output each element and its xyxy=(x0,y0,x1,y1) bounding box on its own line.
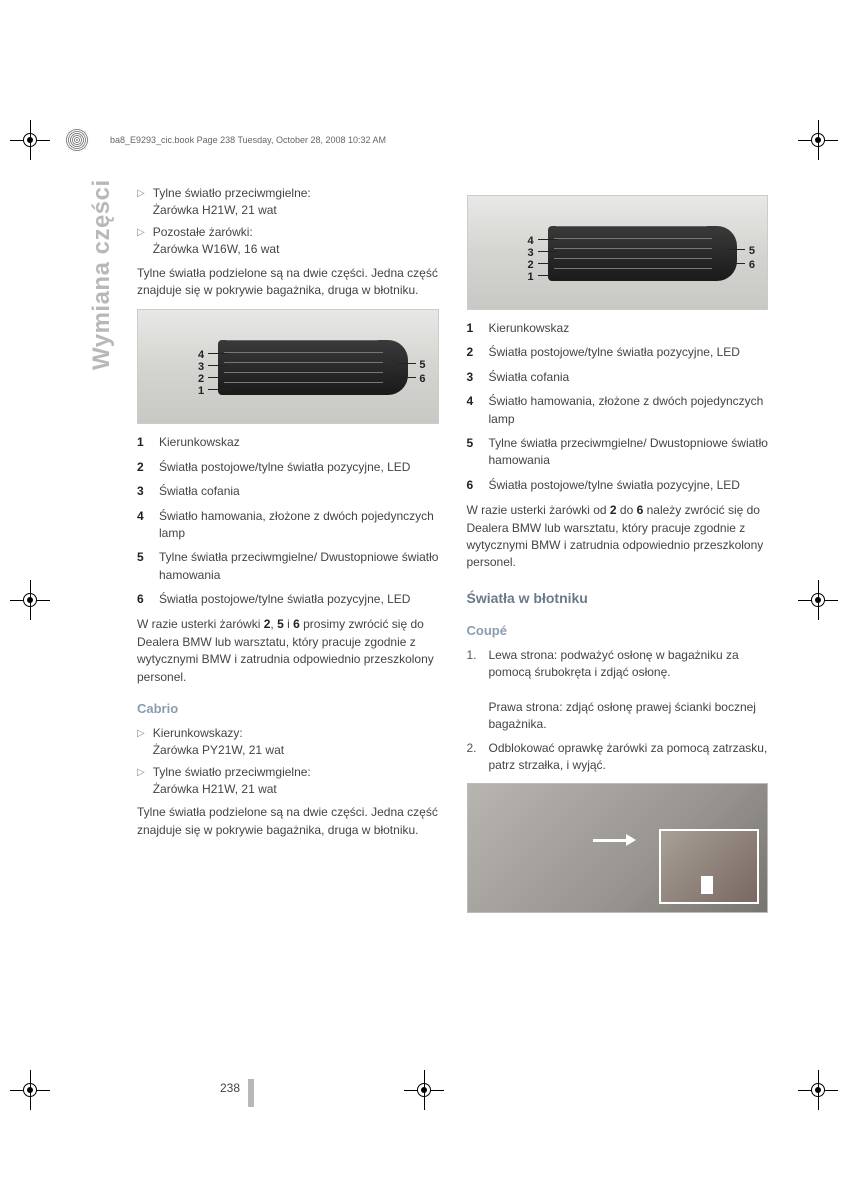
subheading-coupe: Coupé xyxy=(467,622,769,641)
step-item: 1. Lewa strona: podważyć osłonę w bagażn… xyxy=(467,647,769,734)
fig-label: 1 xyxy=(528,270,534,286)
bullet-sub: Żarówka PY21W, 21 wat xyxy=(153,743,284,757)
print-header: ba8_E9293_cic.book Page 238 Tuesday, Oct… xyxy=(110,135,386,145)
bullet-item: ▷ Tylne światło przeciwmgielne: Żarówka H… xyxy=(137,764,439,799)
crop-mark xyxy=(10,120,50,160)
print-swirl xyxy=(65,128,89,152)
left-column: ▷ Tylne światło przeciwmgielne: Żarówka H… xyxy=(137,185,439,921)
crop-mark xyxy=(798,120,838,160)
crop-mark xyxy=(10,580,50,620)
crop-mark xyxy=(798,1070,838,1110)
list-item: Kierunkowskaz xyxy=(489,320,769,337)
crop-mark xyxy=(404,1070,444,1110)
bullet-title: Tylne światło przeciwmgielne: xyxy=(153,186,311,200)
numbered-list: 1Kierunkowskaz 2Światła postojowe/tylne … xyxy=(467,320,769,494)
list-item: Tylne światła przeciwmgielne/ Dwustopnio… xyxy=(159,549,439,584)
paragraph: Tylne światła podzielone są na dwie częś… xyxy=(137,265,439,300)
figure-taillight-1: 4 3 2 1 5 6 xyxy=(137,309,439,424)
bullet-title: Tylne światło przeciwmgielne: xyxy=(153,765,311,779)
fig-label: 6 xyxy=(419,372,425,388)
paragraph: W razie usterki żarówki 2, 5 i 6 prosimy… xyxy=(137,616,439,686)
bullet-title: Pozostałe żarówki: xyxy=(153,225,253,239)
step-main: Lewa strona: podważyć osłonę w bagażniku… xyxy=(489,648,739,679)
list-item: Światła postojowe/tylne światła pozycyjn… xyxy=(159,459,439,476)
bullet-item: ▷ Tylne światło przeciwmgielne: Żarówka H… xyxy=(137,185,439,220)
step-sub: Prawa strona: zdjąć osłonę prawej ściank… xyxy=(489,700,756,731)
bullet-title: Kierunkowskazy: xyxy=(153,726,243,740)
arrow-icon xyxy=(593,839,628,842)
fig-label: 1 xyxy=(198,384,204,400)
list-item: Kierunkowskaz xyxy=(159,434,439,451)
triangle-icon: ▷ xyxy=(137,764,145,799)
list-item: Światła cofania xyxy=(159,483,439,500)
bullet-item: ▷ Pozostałe żarówki: Żarówka W16W, 16 wat xyxy=(137,224,439,259)
list-item: Światła cofania xyxy=(489,369,769,386)
page-body: ▷ Tylne światło przeciwmgielne: Żarówka H… xyxy=(85,185,768,921)
subheading-fender-lights: Światła w błotniku xyxy=(467,588,769,608)
triangle-icon: ▷ xyxy=(137,185,145,220)
page-number: 238 xyxy=(220,1081,240,1095)
crop-mark xyxy=(10,1070,50,1110)
triangle-icon: ▷ xyxy=(137,725,145,760)
page-bar xyxy=(248,1079,254,1107)
step-main: Odblokować oprawkę żarówki za pomocą zat… xyxy=(489,740,769,775)
bullet-sub: Żarówka W16W, 16 wat xyxy=(153,242,280,256)
list-item: Światła postojowe/tylne światła pozycyjn… xyxy=(159,591,439,608)
numbered-list: 1Kierunkowskaz 2Światła postojowe/tylne … xyxy=(137,434,439,608)
figure-trunk xyxy=(467,783,769,913)
subheading-cabrio: Cabrio xyxy=(137,700,439,719)
bullet-sub: Żarówka H21W, 21 wat xyxy=(153,203,277,217)
figure-taillight-2: 4 3 2 1 5 6 xyxy=(467,195,769,310)
step-item: 2. Odblokować oprawkę żarówki za pomocą … xyxy=(467,740,769,775)
list-item: Światło hamowania, złożone z dwóch pojed… xyxy=(159,508,439,543)
fig-label: 6 xyxy=(749,258,755,274)
paragraph: Tylne światła podzielone są na dwie częś… xyxy=(137,804,439,839)
triangle-icon: ▷ xyxy=(137,224,145,259)
crop-mark xyxy=(798,580,838,620)
figure-inset xyxy=(659,829,759,904)
list-item: Światła postojowe/tylne światła pozycyjn… xyxy=(489,344,769,361)
list-item: Światło hamowania, złożone z dwóch pojed… xyxy=(489,393,769,428)
bullet-sub: Żarówka H21W, 21 wat xyxy=(153,782,277,796)
list-item: Tylne światła przeciwmgielne/ Dwustopnio… xyxy=(489,435,769,470)
list-item: Światła postojowe/tylne światła pozycyjn… xyxy=(489,477,769,494)
bullet-item: ▷ Kierunkowskazy: Żarówka PY21W, 21 wat xyxy=(137,725,439,760)
right-column: 4 3 2 1 5 6 1Kierunkowskaz 2Światła post… xyxy=(467,185,769,921)
paragraph: W razie usterki żarówki od 2 do 6 należy… xyxy=(467,502,769,572)
